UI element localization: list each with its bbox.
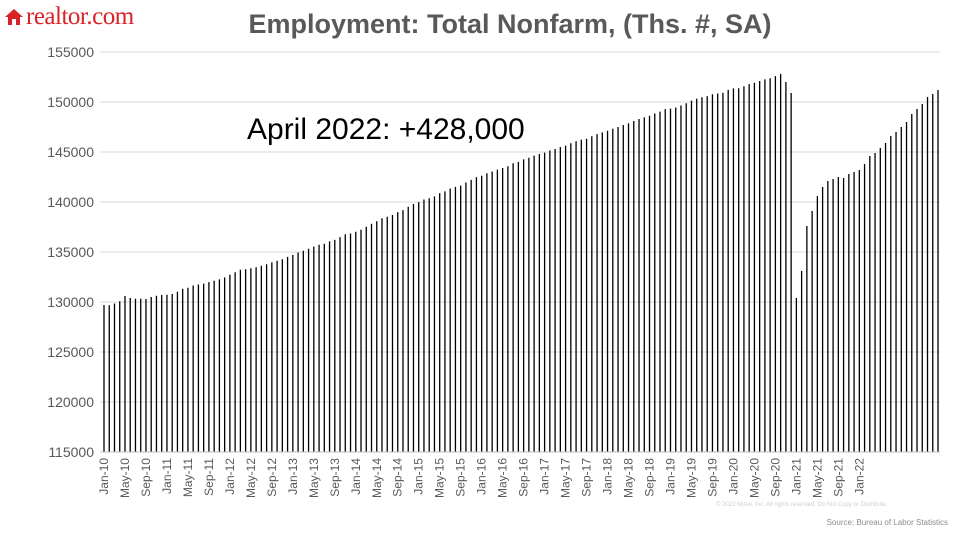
x-tick-label: May-12 (244, 458, 258, 498)
x-tick-label: Jan-14 (349, 458, 363, 495)
y-tick-label: 125000 (47, 344, 94, 360)
x-tick-label: May-21 (810, 458, 824, 498)
y-tick-label: 155000 (47, 44, 94, 60)
x-tick-label: Jan-11 (160, 458, 174, 494)
x-tick-label: Sep-21 (831, 458, 845, 497)
y-tick-label: 120000 (47, 394, 94, 410)
x-tick-label: Sep-14 (391, 458, 405, 497)
y-tick-label: 130000 (47, 294, 94, 310)
chart-title: Employment: Total Nonfarm, (Ths. #, SA) (248, 9, 772, 39)
x-tick-label: Jan-22 (852, 458, 866, 495)
y-tick-label: 135000 (47, 244, 94, 260)
x-tick-label: May-14 (370, 458, 384, 498)
x-tick-label: Sep-18 (643, 458, 657, 497)
y-tick-label: 145000 (47, 144, 94, 160)
y-tick-label: 115000 (48, 444, 94, 460)
x-tick-label: Sep-11 (202, 458, 216, 496)
x-tick-label: Sep-19 (705, 458, 719, 497)
x-tick-label: Jan-13 (286, 458, 300, 495)
y-tick-label: 150000 (47, 94, 94, 110)
x-tick-label: Sep-16 (517, 458, 531, 497)
x-tick-label: May-11 (181, 458, 195, 497)
chart-annotation: April 2022: +428,000 (247, 113, 525, 146)
x-tick-label: Jan-20 (726, 458, 740, 495)
x-tick-label: Jan-10 (97, 458, 111, 495)
x-tick-label: Sep-15 (454, 458, 468, 497)
x-tick-label: Sep-20 (768, 458, 782, 497)
x-tick-label: Jan-18 (601, 458, 615, 495)
x-tick-label: May-19 (684, 458, 698, 498)
realtor-logo: realtor.com (4, 4, 134, 30)
x-tick-label: May-16 (496, 458, 510, 498)
copyright-watermark: © 2022 Move, Inc. All rights reserved. D… (716, 502, 888, 508)
source-note: Source: Bureau of Labor Statistics (826, 518, 948, 527)
x-tick-label: Jan-12 (223, 458, 237, 495)
x-tick-label: Jan-19 (663, 458, 677, 495)
y-tick-label: 140000 (47, 194, 94, 210)
x-tick-label: May-18 (622, 458, 636, 498)
x-tick-label: Sep-12 (265, 458, 279, 497)
x-tick-label: Sep-13 (328, 458, 342, 497)
brand-name: realtor.com (26, 3, 134, 30)
x-tick-label: Jan-16 (475, 458, 489, 495)
x-tick-label: May-20 (747, 458, 761, 498)
x-tick-label: May-10 (118, 458, 132, 498)
house-icon (5, 9, 23, 25)
x-tick-label: Sep-10 (139, 458, 153, 497)
x-tick-label: Jan-17 (538, 458, 552, 495)
x-tick-label: May-15 (433, 458, 447, 498)
x-tick-label: May-13 (307, 458, 321, 498)
x-tick-label: Sep-17 (580, 458, 594, 497)
x-tick-label: Jan-21 (789, 458, 803, 495)
x-tick-label: Jan-15 (412, 458, 426, 495)
x-tick-label: May-17 (559, 458, 573, 498)
